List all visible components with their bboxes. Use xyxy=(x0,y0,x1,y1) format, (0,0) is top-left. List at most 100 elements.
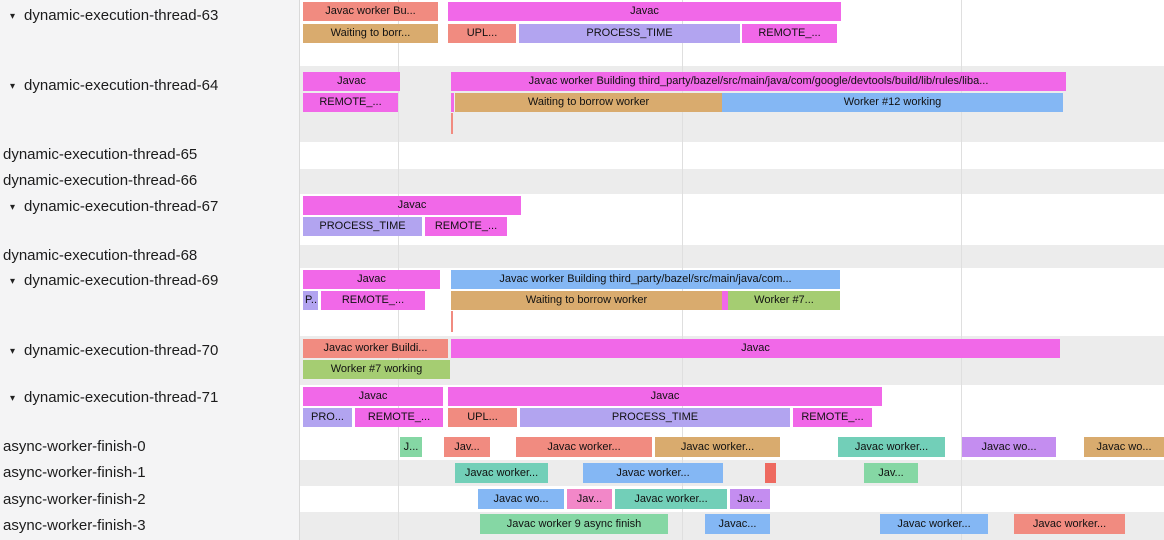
event-bar[interactable]: PROCESS_TIME xyxy=(520,408,790,427)
collapse-arrow-icon[interactable]: ▾ xyxy=(10,11,16,22)
thread-name: dynamic-execution-thread-68 xyxy=(3,247,198,264)
event-bar[interactable]: REMOTE_... xyxy=(425,217,507,236)
event-bar[interactable]: Javac xyxy=(448,387,882,406)
event-bar[interactable]: UPL... xyxy=(448,24,516,43)
event-bar-label: Javac worker Building third_party/bazel/… xyxy=(499,273,792,285)
event-bar[interactable]: Javac worker 9 async finish xyxy=(480,514,668,534)
event-bar[interactable]: REMOTE_... xyxy=(355,408,443,427)
event-bar[interactable]: Jav... xyxy=(730,489,770,509)
event-bar[interactable]: Jav... xyxy=(444,437,490,457)
thread-label-async-worker-finish-3[interactable]: async-worker-finish-3 xyxy=(0,516,300,536)
event-bar-label: Jav... xyxy=(737,493,763,505)
event-bar[interactable]: Waiting to borr... xyxy=(303,24,438,43)
event-bar[interactable]: Waiting to borrow worker xyxy=(451,291,722,310)
event-bar-label: PRO... xyxy=(310,411,344,423)
event-bar[interactable]: Worker #7... xyxy=(728,291,840,310)
event-bar[interactable]: Jav... xyxy=(567,489,612,509)
collapse-arrow-icon[interactable]: ▾ xyxy=(10,276,16,287)
event-bar[interactable]: Javac worker... xyxy=(455,463,548,483)
event-bar[interactable]: Javac worker Bu... xyxy=(303,2,438,21)
thread-label-dynamic-execution-thread-68[interactable]: dynamic-execution-thread-68 xyxy=(0,246,300,266)
collapse-arrow-icon[interactable]: ▾ xyxy=(10,81,16,92)
thread-label-dynamic-execution-thread-67[interactable]: ▾ dynamic-execution-thread-67 xyxy=(0,197,300,217)
event-bar[interactable]: Waiting to borrow worker xyxy=(455,93,722,112)
thread-label-dynamic-execution-thread-69[interactable]: ▾ dynamic-execution-thread-69 xyxy=(0,271,300,291)
event-bar[interactable] xyxy=(722,291,728,310)
event-bar[interactable]: REMOTE_... xyxy=(321,291,425,310)
event-bar[interactable]: Javac xyxy=(451,339,1060,358)
event-bar[interactable]: REMOTE_... xyxy=(303,93,398,112)
event-bar[interactable]: Javac worker... xyxy=(516,437,652,457)
event-bar[interactable] xyxy=(451,311,453,332)
event-bar[interactable]: Javac worker Buildi... xyxy=(303,339,448,358)
event-bar-label: UPL... xyxy=(467,411,498,423)
event-bar[interactable]: Worker #12 working xyxy=(722,93,1063,112)
event-bar-label: Javac worker... xyxy=(854,441,929,453)
event-bar[interactable]: P... xyxy=(303,291,318,310)
event-bar-label: Waiting to borrow worker xyxy=(527,96,650,108)
event-bar[interactable]: PRO... xyxy=(303,408,352,427)
thread-label-dynamic-execution-thread-71[interactable]: ▾ dynamic-execution-thread-71 xyxy=(0,388,300,408)
event-bar[interactable]: UPL... xyxy=(448,408,517,427)
thread-label-dynamic-execution-thread-66[interactable]: dynamic-execution-thread-66 xyxy=(0,171,300,191)
event-bar[interactable] xyxy=(451,93,454,112)
event-bar[interactable]: Worker #7 working xyxy=(303,360,450,379)
collapse-arrow-icon[interactable]: ▾ xyxy=(10,346,16,357)
event-bar-label: Javac xyxy=(741,342,770,354)
event-bar-label: Javac worker... xyxy=(547,441,621,453)
event-bar[interactable]: REMOTE_... xyxy=(793,408,872,427)
event-bar[interactable]: Javac wo... xyxy=(478,489,564,509)
event-bar-label: Waiting to borrow worker xyxy=(525,294,648,306)
thread-name: dynamic-execution-thread-65 xyxy=(3,146,198,163)
event-bar[interactable]: Javac worker... xyxy=(880,514,988,534)
event-bar[interactable]: Javac xyxy=(303,72,400,91)
event-bar[interactable] xyxy=(765,463,776,483)
thread-label-dynamic-execution-thread-63[interactable]: ▾ dynamic-execution-thread-63 xyxy=(0,6,300,26)
collapse-arrow-icon[interactable]: ▾ xyxy=(10,393,16,404)
collapse-arrow-icon[interactable]: ▾ xyxy=(10,202,16,213)
event-bar-label: PROCESS_TIME xyxy=(319,220,406,232)
thread-name: dynamic-execution-thread-70 xyxy=(24,342,219,359)
event-bar-label: Jav... xyxy=(878,467,904,479)
thread-label-async-worker-finish-2[interactable]: async-worker-finish-2 xyxy=(0,490,300,510)
event-bar[interactable]: Javac wo... xyxy=(1084,437,1164,457)
event-bar[interactable]: Javac worker Building third_party/bazel/… xyxy=(451,72,1066,91)
event-bar[interactable]: Jav... xyxy=(864,463,918,483)
thread-label-dynamic-execution-thread-65[interactable]: dynamic-execution-thread-65 xyxy=(0,145,300,165)
event-bar[interactable]: Javac xyxy=(303,270,440,289)
thread-name: dynamic-execution-thread-66 xyxy=(3,172,198,189)
event-bar[interactable]: Javac worker Building third_party/bazel/… xyxy=(451,270,840,289)
event-bar[interactable]: PROCESS_TIME xyxy=(519,24,740,43)
event-bar[interactable]: J... xyxy=(400,437,422,457)
thread-label-dynamic-execution-thread-64[interactable]: ▾ dynamic-execution-thread-64 xyxy=(0,76,300,96)
thread-label-async-worker-finish-1[interactable]: async-worker-finish-1 xyxy=(0,463,300,483)
event-bar[interactable]: Javac... xyxy=(705,514,770,534)
event-bar[interactable]: Javac xyxy=(303,196,521,215)
event-bar-label: PROCESS_TIME xyxy=(586,27,673,39)
event-bar-label: Javac xyxy=(630,5,659,17)
event-bar[interactable]: Javac xyxy=(303,387,443,406)
event-bar[interactable]: Javac worker... xyxy=(838,437,945,457)
event-bar-label: Javac worker... xyxy=(616,467,690,479)
thread-label-async-worker-finish-0[interactable]: async-worker-finish-0 xyxy=(0,437,300,457)
event-bar[interactable]: Javac wo... xyxy=(962,437,1056,457)
event-bar-label: Waiting to borr... xyxy=(330,27,411,39)
event-bar[interactable]: Javac worker... xyxy=(655,437,780,457)
event-bar-label: REMOTE_... xyxy=(758,27,821,39)
event-bar[interactable] xyxy=(451,113,453,134)
event-bar-label: Javac xyxy=(650,390,680,402)
thread-name: async-worker-finish-2 xyxy=(3,491,146,508)
thread-label-dynamic-execution-thread-70[interactable]: ▾ dynamic-execution-thread-70 xyxy=(0,341,300,361)
event-bar[interactable]: Javac worker... xyxy=(1014,514,1125,534)
event-bar[interactable]: PROCESS_TIME xyxy=(303,217,422,236)
event-bar[interactable]: Javac xyxy=(448,2,841,21)
event-bar-label: PROCESS_TIME xyxy=(611,411,699,423)
event-bar[interactable]: REMOTE_... xyxy=(742,24,837,43)
event-bar-label: Javac... xyxy=(718,518,757,530)
event-bar-label: Javac worker... xyxy=(634,493,708,505)
event-bar-label: REMOTE_... xyxy=(801,411,864,423)
event-bar-label: P... xyxy=(305,294,318,306)
event-bar[interactable]: Javac worker... xyxy=(615,489,727,509)
event-bar[interactable]: Javac worker... xyxy=(583,463,723,483)
